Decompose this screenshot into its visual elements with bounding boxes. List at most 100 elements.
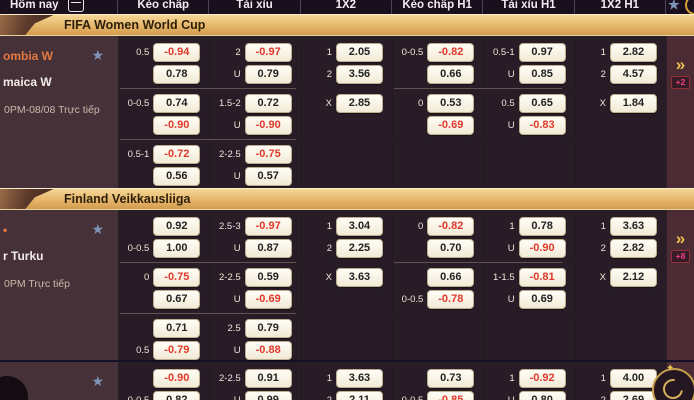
odds-cell[interactable]: 0.79 xyxy=(244,64,292,84)
odds-cell[interactable]: -0.78 xyxy=(427,289,475,309)
nav-col-1[interactable]: Kèo chấp xyxy=(117,0,208,14)
odds-cell[interactable]: -0.75 xyxy=(153,267,201,287)
odds-cell[interactable]: -0.97 xyxy=(244,216,292,236)
odds-cell[interactable]: 0.57 xyxy=(244,166,292,186)
odds-cell[interactable]: 0.73 xyxy=(427,368,475,388)
odds-cell[interactable]: 2.82 xyxy=(609,42,657,62)
odds-cell[interactable]: 2.12 xyxy=(609,267,657,287)
team-cell[interactable]: ombia W ★ maica W 0PM-08/08 Trực tiếp xyxy=(0,36,118,188)
odds-cell[interactable]: 1.00 xyxy=(153,238,201,258)
odds-cell[interactable]: 2.82 xyxy=(609,238,657,258)
odds-cell[interactable]: 0.87 xyxy=(244,238,292,258)
league-header[interactable]: FIFA Women World Cup xyxy=(0,14,694,36)
more-count-badge[interactable]: +8 xyxy=(670,250,691,263)
odds-cell[interactable]: -0.90 xyxy=(153,368,201,388)
odds-cell[interactable]: 0.66 xyxy=(427,267,475,287)
odds-cell[interactable]: 3.63 xyxy=(609,216,657,236)
odds-cell[interactable]: 0.69 xyxy=(518,289,566,309)
odds-cell[interactable]: 3.63 xyxy=(335,368,383,388)
odds-cell[interactable]: -0.79 xyxy=(153,340,201,360)
star-icon[interactable]: ★ xyxy=(91,47,104,63)
nav-col-3[interactable]: 1X2 xyxy=(299,0,391,14)
odds-cell[interactable]: 0.80 xyxy=(518,390,566,400)
odds-cell[interactable]: 2.11 xyxy=(335,390,383,400)
odds-cell[interactable]: -0.72 xyxy=(153,144,201,164)
odds-cell[interactable]: -0.90 xyxy=(153,115,201,135)
more-odds-rail[interactable]: » +8 xyxy=(666,210,694,360)
odds-cell[interactable]: 0.78 xyxy=(518,216,566,236)
logo-button[interactable] xyxy=(652,363,694,400)
odds-cell[interactable]: -0.90 xyxy=(518,238,566,258)
odds-cell[interactable]: -0.82 xyxy=(427,216,475,236)
odds-col xyxy=(575,339,666,361)
odds-cell[interactable]: -0.85 xyxy=(427,390,475,400)
odds-cell[interactable]: -0.92 xyxy=(518,368,566,388)
matches-board: FIFA Women World Cup ombia W ★ maica W 0PM-0… xyxy=(0,14,694,400)
odds-cell[interactable]: 0.53 xyxy=(427,93,475,113)
odds-col: U -0.90 xyxy=(209,114,300,136)
odds-cell[interactable]: 0.79 xyxy=(244,318,292,338)
nav-col-6[interactable]: 1X2 H1 xyxy=(573,0,665,14)
odds-cell[interactable]: -0.94 xyxy=(153,42,201,62)
odds-cell[interactable]: 0.78 xyxy=(153,64,201,84)
double-chevron-right-icon[interactable]: » xyxy=(675,55,686,74)
today-label: Hôm nay xyxy=(10,0,59,11)
odds-cell[interactable]: 0.74 xyxy=(153,93,201,113)
odds-col: 0.56 xyxy=(118,165,209,187)
odds-cell[interactable]: 0.72 xyxy=(244,93,292,113)
odds-cell[interactable]: 2.05 xyxy=(335,42,383,62)
more-count-badge[interactable]: +2 xyxy=(670,76,691,89)
section-corner-decoration xyxy=(0,189,58,209)
more-odds-rail[interactable]: » +2 xyxy=(666,36,694,188)
odds-cell[interactable]: -0.88 xyxy=(244,340,292,360)
star-icon[interactable]: ★ xyxy=(668,0,680,12)
odds-cell[interactable]: 3.04 xyxy=(335,216,383,236)
star-icon[interactable]: ★ xyxy=(91,221,104,237)
league-header[interactable]: Finland Veikkausliiga xyxy=(0,188,694,210)
odds-col: 0.5 0.65 xyxy=(483,92,574,114)
odds-cell[interactable]: 4.00 xyxy=(609,368,657,388)
odds-col: 1 0.78 xyxy=(483,215,574,237)
odds-cell[interactable]: -0.97 xyxy=(244,42,292,62)
team-cell[interactable]: • ★ r Turku 0PM Trực tiếp xyxy=(0,210,118,360)
odds-cell[interactable]: 0.99 xyxy=(244,390,292,400)
nav-col-4[interactable]: Kèo chấp H1 xyxy=(391,0,482,14)
odds-cell[interactable]: 0.82 xyxy=(153,390,201,400)
odds-cell[interactable]: 0.65 xyxy=(518,93,566,113)
odds-cell[interactable]: -0.69 xyxy=(244,289,292,309)
double-chevron-right-icon[interactable]: » xyxy=(675,229,686,248)
odds-cell[interactable]: -0.69 xyxy=(427,115,475,135)
odds-cell[interactable]: -0.83 xyxy=(518,115,566,135)
odds-line-label: U xyxy=(233,68,241,80)
odds-cell[interactable]: 0.59 xyxy=(244,267,292,287)
nav-right: ★ xyxy=(665,0,694,14)
crescent-icon[interactable] xyxy=(684,0,694,14)
star-icon[interactable]: ★ xyxy=(91,373,104,389)
odds-cell[interactable]: 0.66 xyxy=(427,64,475,84)
odds-col: 2-2.5 0.59 xyxy=(209,266,300,288)
odds-cell[interactable]: 0.92 xyxy=(153,216,201,236)
today-tab[interactable]: Hôm nay xyxy=(0,0,117,12)
odds-col: 2 2.11 xyxy=(301,389,392,400)
odds-cell[interactable]: 0.91 xyxy=(244,368,292,388)
odds-cell[interactable]: 0.97 xyxy=(518,42,566,62)
odds-cell[interactable]: 2.69 xyxy=(609,390,657,400)
odds-cell[interactable]: 0.70 xyxy=(427,238,475,258)
odds-cell[interactable]: -0.75 xyxy=(244,144,292,164)
odds-cell[interactable]: 0.67 xyxy=(153,289,201,309)
odds-cell[interactable]: 0.56 xyxy=(153,166,201,186)
odds-cell[interactable]: 4.57 xyxy=(609,64,657,84)
odds-cell[interactable]: 2.85 xyxy=(335,93,383,113)
odds-cell[interactable]: -0.82 xyxy=(427,42,475,62)
odds-cell[interactable]: 1.84 xyxy=(609,93,657,113)
odds-cell[interactable]: 3.56 xyxy=(335,64,383,84)
odds-cell[interactable]: -0.81 xyxy=(518,267,566,287)
odds-cell[interactable]: 0.85 xyxy=(518,64,566,84)
calendar-icon[interactable] xyxy=(67,0,84,12)
odds-cell[interactable]: 3.63 xyxy=(335,267,383,287)
nav-col-2[interactable]: Tài xỉu xyxy=(208,0,299,14)
odds-cell[interactable]: -0.90 xyxy=(244,115,292,135)
nav-col-5[interactable]: Tài xỉu H1 xyxy=(482,0,573,14)
odds-cell[interactable]: 2.25 xyxy=(335,238,383,258)
odds-cell[interactable]: 0.71 xyxy=(153,318,201,338)
